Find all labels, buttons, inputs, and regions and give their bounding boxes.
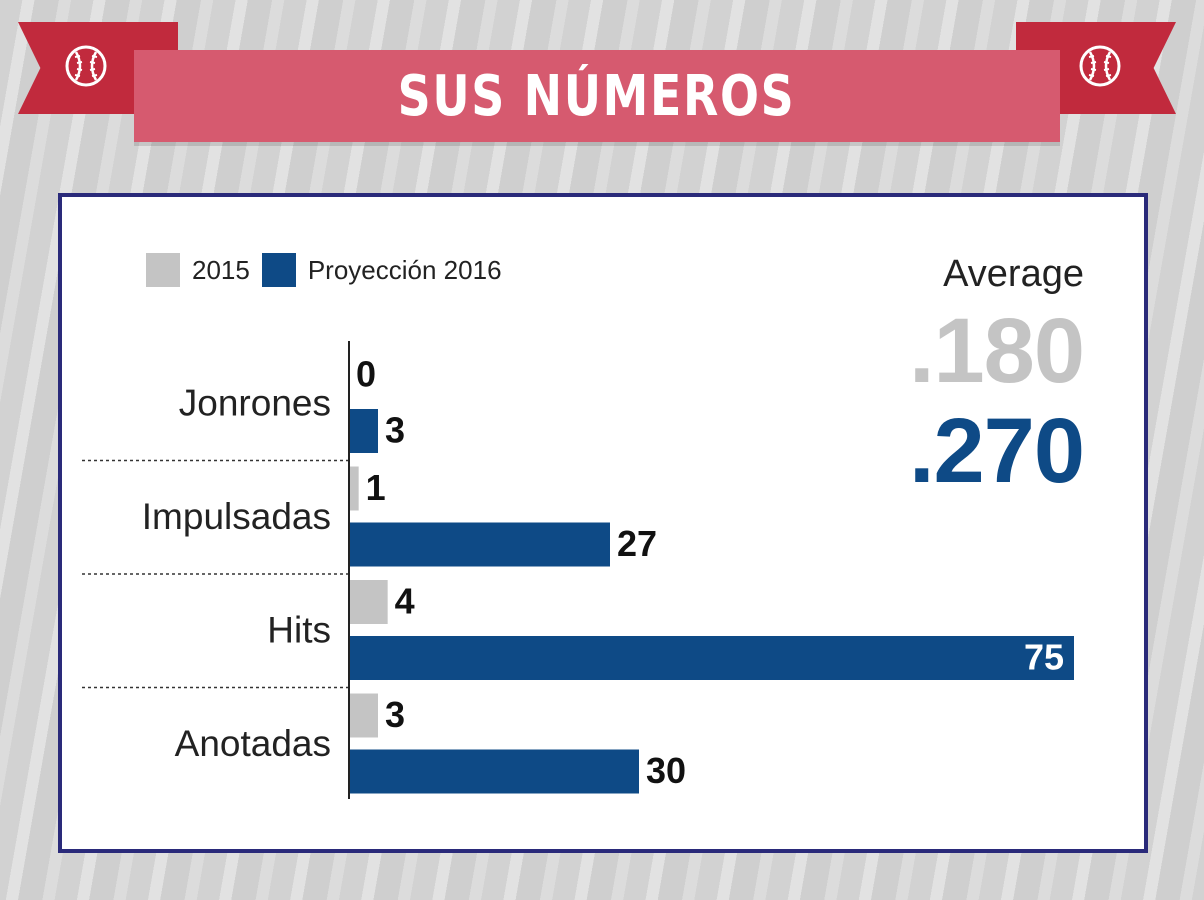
average-value-2015: .180: [908, 300, 1085, 402]
category-label-jonrones: Jonrones: [179, 383, 331, 424]
bar-2015-hits: [349, 580, 388, 624]
value-label-2015-impulsadas: 1: [366, 467, 386, 508]
chart-card: 2015 Proyección 2016 Average .180 .270 J…: [58, 193, 1148, 853]
page-title: SUS NÚMEROS: [398, 63, 796, 129]
legend-item-2015: 2015: [146, 253, 250, 287]
legend-item-2016: Proyección 2016: [261, 253, 502, 287]
category-label-anotadas: Anotadas: [175, 723, 331, 764]
chart-legend: 2015 Proyección 2016: [146, 253, 514, 287]
value-label-2016-jonrones: 3: [385, 410, 405, 451]
legend-label-2016: Proyección 2016: [307, 254, 502, 285]
bar-2016-anotadas: [349, 749, 639, 794]
legend-swatch-2016: [261, 253, 296, 287]
category-label-impulsadas: Impulsadas: [142, 496, 331, 537]
title-banner: SUS NÚMEROS: [134, 50, 1060, 142]
legend-swatch-2015: [146, 253, 180, 287]
bar-2015-anotadas: [349, 693, 378, 738]
value-label-2016-anotadas: 30: [646, 750, 686, 791]
value-label-2016-impulsadas: 27: [617, 523, 657, 564]
baseball-icon: [1079, 45, 1121, 87]
bar-2015-impulsadas: [349, 466, 359, 511]
bar-2016-jonrones: [349, 409, 378, 453]
category-label-hits: Hits: [267, 610, 331, 651]
average-label: Average: [943, 253, 1084, 295]
value-label-2016-hits: 75: [1024, 637, 1064, 678]
value-label-2015-hits: 4: [395, 581, 415, 622]
legend-label-2015: 2015: [192, 254, 250, 285]
bar-chart: Jonrones03Impulsadas127Hits475Anotadas33…: [82, 341, 1074, 799]
value-label-2015-anotadas: 3: [385, 694, 405, 735]
baseball-icon: [65, 45, 107, 87]
value-label-2015-jonrones: 0: [356, 354, 376, 395]
bar-2016-hits: [349, 636, 1074, 680]
bar-2016-impulsadas: [349, 522, 610, 567]
average-value-2016: .270: [908, 400, 1085, 502]
